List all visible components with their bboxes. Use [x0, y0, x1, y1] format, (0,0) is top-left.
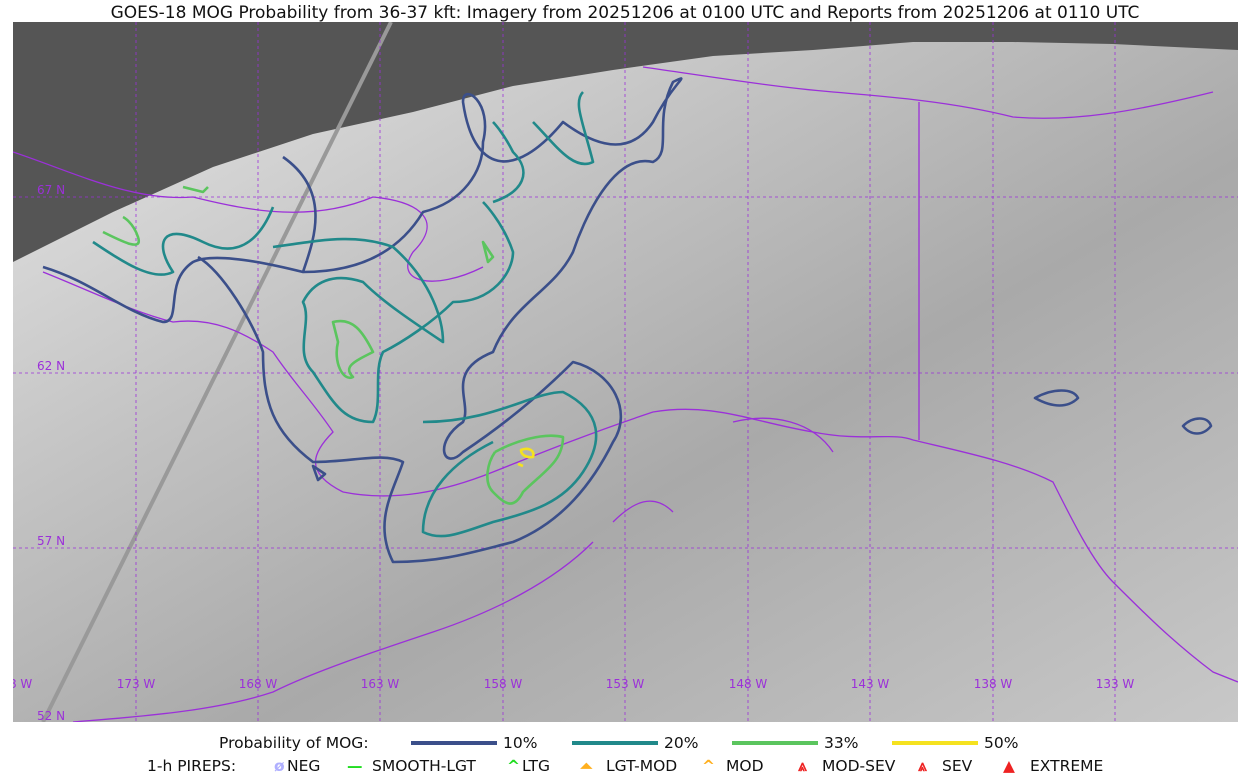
pirep-type-label: SEV — [942, 757, 973, 775]
mog-contour-10pct — [42, 77, 683, 564]
caret-bar-icon: ⏶ — [580, 757, 593, 775]
longitude-label: 178 W — [13, 677, 32, 691]
caret-icon: ^ — [507, 757, 520, 775]
legend-swatch-10pct — [411, 741, 497, 745]
latitude-label: 67 N — [37, 183, 65, 197]
chart-title: GOES-18 MOG Probability from 36-37 kft: … — [110, 3, 1140, 23]
filled-triangle-icon: ▲ — [1003, 757, 1015, 775]
legend-swatch-50pct — [892, 741, 978, 745]
latitude-label: 57 N — [37, 534, 65, 548]
pirep-type-label: EXTREME — [1030, 757, 1104, 775]
pirep-type-label: MOD-SEV — [822, 757, 896, 775]
longitude-label: 163 W — [361, 677, 400, 691]
pirep-type-label: LTG — [522, 757, 550, 775]
pirep-type-label: SMOOTH-LGT — [372, 757, 476, 775]
satellite-swath-edge — [41, 22, 393, 722]
mog-contour-20pct — [92, 91, 598, 538]
legend-swatch-33pct — [732, 741, 818, 745]
latitude-label: 62 N — [37, 359, 65, 373]
double-caret-icon: ⩓ — [918, 757, 927, 775]
legend-swatch-20pct — [572, 741, 658, 745]
pirep-type-label: NEG — [287, 757, 321, 775]
mog-contour-10pct — [311, 389, 1213, 482]
longitude-label: 153 W — [606, 677, 645, 691]
longitude-label: 173 W — [117, 677, 156, 691]
caret-icon: ^ — [702, 757, 715, 775]
longitude-label: 133 W — [1096, 677, 1135, 691]
legend-level-label: 50% — [984, 734, 1019, 752]
longitude-label: 158 W — [484, 677, 523, 691]
latitude-label: 52 N — [37, 709, 65, 722]
line-icon: — — [347, 757, 363, 775]
legend-level-label: 20% — [664, 734, 699, 752]
neg-circle-icon: ø — [274, 757, 285, 775]
no-data-region — [13, 22, 1238, 262]
probability-legend-label: Probability of MOG: — [219, 734, 369, 752]
mog-contour-50pct — [517, 447, 535, 468]
legend-level-label: 10% — [503, 734, 538, 752]
longitude-label: 143 W — [851, 677, 890, 691]
double-caret-bar-icon: ⩓ — [798, 757, 807, 775]
longitude-label: 148 W — [729, 677, 768, 691]
satellite-map: 67 N 62 N 57 N 52 N 178 W 173 W 168 W 163 W 158 … — [13, 22, 1238, 722]
pirep-type-label: MOD — [726, 757, 764, 775]
longitude-label: 168 W — [239, 677, 278, 691]
pirep-type-label: LGT-MOD — [606, 757, 678, 775]
longitude-label: 138 W — [974, 677, 1013, 691]
pirep-legend-label: 1-h PIREPS: — [147, 757, 237, 775]
legend-level-label: 33% — [824, 734, 859, 752]
mog-contour-33pct — [102, 185, 565, 505]
graticule — [13, 22, 1238, 722]
